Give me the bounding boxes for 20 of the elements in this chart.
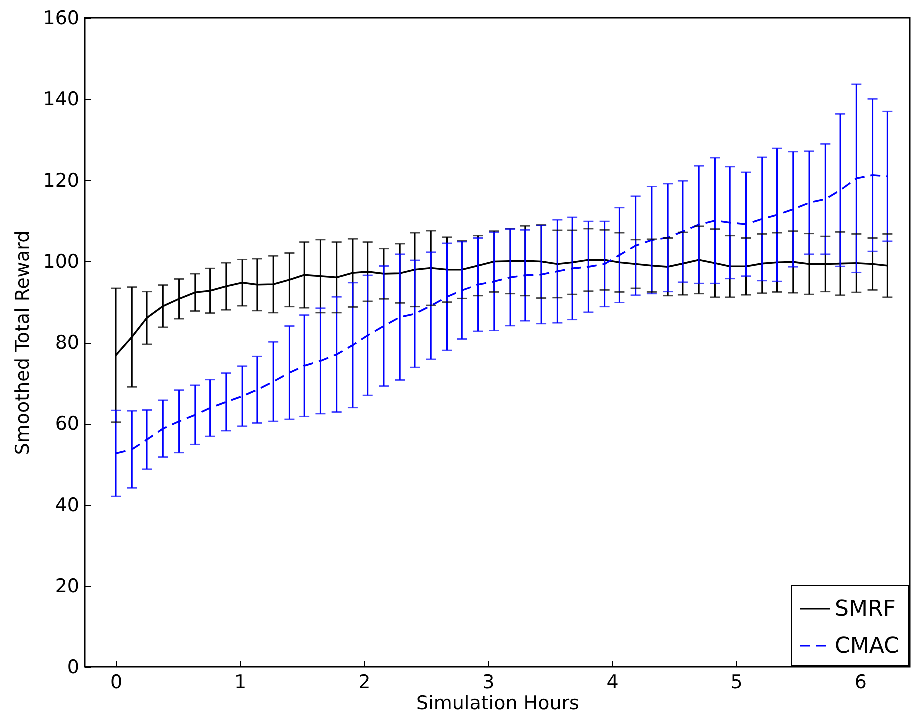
legend-label: CMAC: [835, 634, 900, 659]
legend-label: SMRF: [835, 597, 896, 622]
y-tick-label: 120: [43, 170, 80, 192]
x-tick-label: 2: [358, 672, 371, 694]
x-tick-label: 3: [482, 672, 495, 694]
y-tick-label: 160: [43, 8, 80, 30]
x-tick-label: 1: [234, 672, 247, 694]
y-tick-label: 100: [43, 250, 80, 273]
y-tick-label: 60: [55, 413, 80, 436]
y-tick-label: 20: [55, 575, 80, 598]
y-tick-label: 0: [67, 656, 80, 678]
x-tick-label: 5: [730, 672, 743, 694]
y-tick-label: 40: [55, 494, 80, 516]
y-axis-title: Smoothed Total Reward: [12, 230, 34, 456]
x-tick-label: 6: [854, 672, 867, 694]
x-axis-title: Simulation Hours: [416, 692, 580, 714]
y-tick-label: 140: [43, 88, 80, 111]
y-tick-label: 80: [55, 332, 80, 354]
x-tick-label: 0: [110, 672, 123, 694]
x-tick-label: 4: [606, 672, 619, 694]
